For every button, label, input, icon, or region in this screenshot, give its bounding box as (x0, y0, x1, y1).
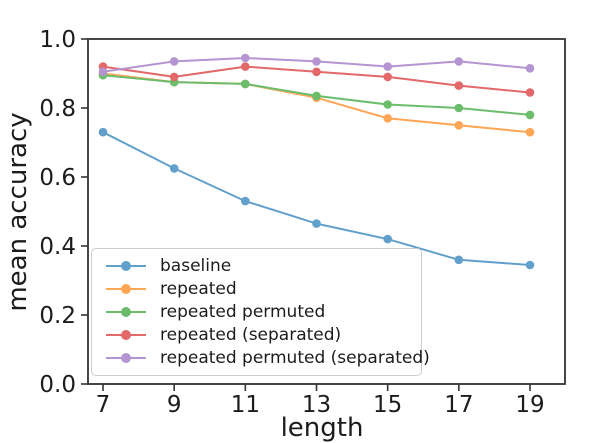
data-point (525, 64, 535, 73)
legend-label: baseline (160, 255, 232, 276)
legend-item: repeated (100, 277, 413, 300)
data-point (525, 260, 535, 270)
data-point (383, 234, 393, 244)
x-axis-label: length (281, 413, 364, 443)
y-tick-label: 0.0 (39, 372, 76, 398)
data-point (383, 62, 393, 71)
data-point (454, 57, 464, 66)
data-point (525, 88, 535, 97)
legend-item: repeated permuted (separated) (100, 347, 430, 370)
legend-line-marker-sample (106, 283, 146, 294)
y-tick-label: 0.8 (39, 96, 76, 122)
data-point (312, 91, 321, 101)
data-point (383, 72, 393, 82)
legend-sample-dot (121, 260, 131, 271)
data-point (241, 79, 250, 89)
data-point (241, 196, 250, 206)
data-point (383, 114, 393, 123)
series-line (102, 131, 531, 266)
data-point (454, 81, 464, 90)
y-axis-label: mean accuracy (3, 112, 33, 311)
data-point (169, 57, 179, 66)
data-point (98, 127, 108, 137)
y-tick-label: 0.6 (39, 165, 76, 191)
legend-sample-dot (121, 306, 131, 317)
data-point (98, 67, 108, 77)
legend-label: repeated permuted (160, 301, 326, 322)
x-tick-label: 11 (231, 392, 260, 418)
data-point (525, 110, 535, 120)
data-point (169, 72, 179, 82)
data-point (312, 67, 321, 77)
legend-sample-dot (121, 353, 131, 364)
legend-item: repeated permuted (100, 300, 413, 323)
legend-sample-dot (121, 283, 131, 294)
axes-frame (87, 38, 566, 385)
x-tick-label: 15 (373, 392, 402, 418)
data-point (312, 57, 321, 66)
y-tick-label: 0.4 (39, 234, 76, 260)
data-point (525, 127, 535, 137)
x-tick-label: 17 (444, 392, 473, 418)
legend-line-marker-sample (106, 330, 146, 341)
axis-ticks: 7 9 11 13 15 17 19 0.0 0.2 0.4 0.6 0.8 1.0 (39, 27, 544, 418)
data-point (454, 103, 464, 113)
legend-line-marker-sample (106, 306, 146, 317)
legend-item: baseline (100, 254, 413, 277)
series-layer (98, 53, 535, 270)
legend: baseline repeated repeated permuted repeate… (91, 248, 430, 376)
legend-line-marker-sample (106, 260, 146, 271)
data-point (241, 53, 250, 63)
x-tick-label: 19 (515, 392, 544, 418)
data-point (454, 121, 464, 130)
data-point (454, 255, 464, 265)
legend-label: repeated (separated) (160, 325, 342, 346)
x-tick-label: 13 (302, 392, 331, 418)
data-point (383, 100, 393, 109)
legend-item: repeated (separated) (100, 324, 413, 347)
legend-sample-dot (121, 330, 131, 341)
x-tick-label: 7 (96, 392, 111, 418)
data-point (241, 62, 250, 71)
legend-line-marker-sample (106, 353, 146, 364)
y-tick-label: 1.0 (39, 27, 76, 53)
legend-label: repeated (160, 278, 237, 299)
y-tick-label: 0.2 (39, 303, 76, 329)
data-point (312, 219, 321, 228)
x-tick-label: 9 (167, 392, 182, 418)
legend-label: repeated permuted (separated) (160, 348, 430, 369)
data-point (169, 164, 179, 173)
